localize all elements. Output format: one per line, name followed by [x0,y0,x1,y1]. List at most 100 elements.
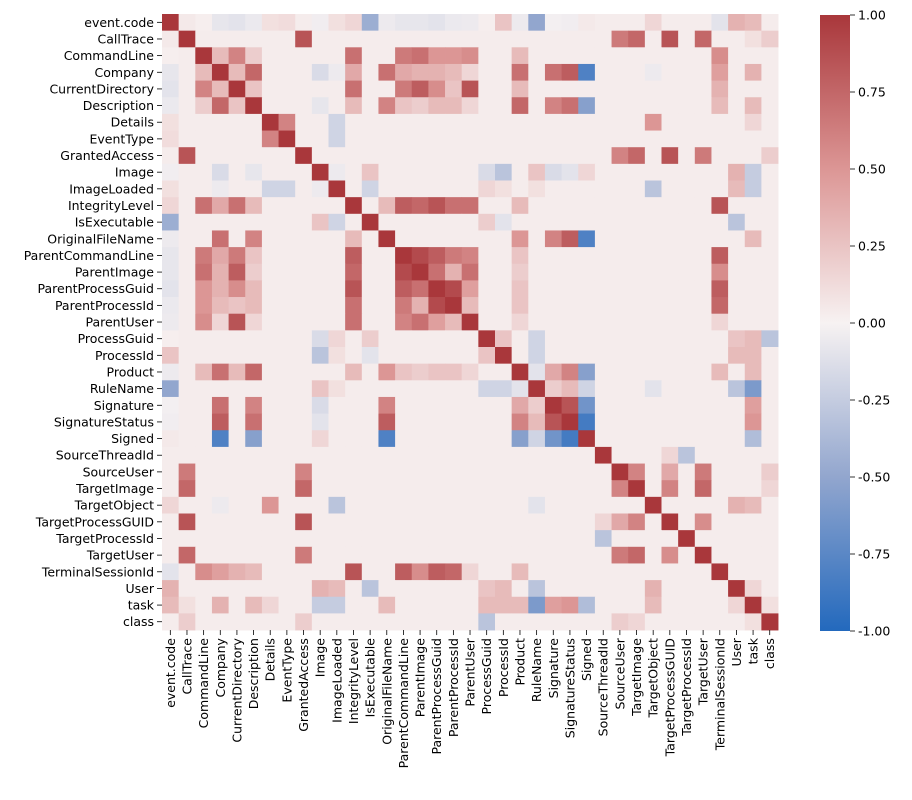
heatmap-cell-Product-Details [261,363,279,381]
heatmap-cell-ParentImage-ParentProcessGuid [428,263,446,281]
heatmap-cell-TerminalSessionId-TargetProcessId [678,563,696,581]
heatmap-cell-IsExecutable-TargetObject [644,213,662,231]
heatmap-cell-GrantedAccess-SourceThreadId [594,147,612,165]
heatmap-cell-SourceThreadId-Description [245,446,263,464]
heatmap-cell-Company-Signature [544,63,562,81]
heatmap-cell-Image-Details [261,163,279,181]
heatmap-cell-task-TargetObject [644,596,662,614]
y-tick-label: RuleName [90,381,154,396]
heatmap-cell-GrantedAccess-class [761,147,779,165]
heatmap-cell-Product-ParentUser [461,363,479,381]
heatmap-cell-RuleName-Description [245,380,263,398]
heatmap-cell-SourceThreadId-ImageLoaded [328,446,346,464]
heatmap-cell-Company-CommandLine [195,63,213,81]
heatmap-cell-Details-CurrentDirectory [228,113,246,131]
x-tick-label: TargetImage [629,638,644,717]
colorbar-tick-label: 1.00 [858,8,886,23]
heatmap-cell-EventType-IsExecutable [361,130,379,148]
heatmap-cell-ProcessId-Signed [578,347,596,365]
heatmap-cell-TargetProcessId-ParentProcessId [445,530,463,548]
heatmap-cell-ProcessId-SourceThreadId [594,347,612,365]
heatmap-cell-class-Signature [544,613,562,631]
heatmap-cell-ParentImage-ProcessGuid [478,263,496,281]
heatmap-cell-Company-RuleName [528,63,546,81]
heatmap-cell-IsExecutable-User [728,213,746,231]
heatmap-cell-event.code-ImageLoaded [328,14,346,32]
heatmap-cell-SourceUser-TargetUser [694,463,712,481]
heatmap-cell-ProcessGuid-Signed [578,330,596,348]
heatmap-cell-GrantedAccess-ParentProcessId [445,147,463,165]
heatmap-cell-TerminalSessionId-Signature [544,563,562,581]
heatmap-cell-CommandLine-TerminalSessionId [711,47,729,65]
heatmap-cell-ParentUser-OriginalFileName [378,313,396,331]
heatmap-cell-RuleName-CurrentDirectory [228,380,246,398]
heatmap-cell-class-RuleName [528,613,546,631]
heatmap-cell-TargetProcessId-TargetProcessGUID [661,530,679,548]
heatmap-cell-task-CallTrace [178,596,196,614]
heatmap-cell-SignatureStatus-CallTrace [178,413,196,431]
heatmap-cell-SourceUser-IsExecutable [361,463,379,481]
heatmap-cell-EventType-CommandLine [195,130,213,148]
heatmap-cell-TargetImage-TargetImage [628,480,646,498]
heatmap-cell-class-CallTrace [178,613,196,631]
heatmap-cell-EventType-ProcessGuid [478,130,496,148]
heatmap-cell-task-Description [245,596,263,614]
y-tick-label: Description [83,98,154,113]
heatmap-cell-OriginalFileName-ImageLoaded [328,230,346,248]
heatmap-cell-ProcessGuid-ParentImage [411,330,429,348]
heatmap-cell-ProcessGuid-TargetProcessGUID [661,330,679,348]
heatmap-cell-IsExecutable-event.code [162,213,180,231]
heatmap-cell-TargetImage-OriginalFileName [378,480,396,498]
heatmap-cell-ParentProcessId-IsExecutable [361,297,379,315]
heatmap-cell-IsExecutable-SourceUser [611,213,629,231]
heatmap-cell-SourceUser-User [728,463,746,481]
heatmap-cell-SourceThreadId-ParentProcessGuid [428,446,446,464]
heatmap-cell-TargetUser-Product [511,546,529,564]
heatmap-cell-ParentProcessId-TargetUser [694,297,712,315]
heatmap-cell-Description-CallTrace [178,97,196,115]
heatmap-cell-IntegrityLevel-ParentCommandLine [395,197,413,215]
heatmap-cell-OriginalFileName-OriginalFileName [378,230,396,248]
heatmap-cell-ParentUser-TargetImage [628,313,646,331]
y-tick-label: CallTrace [98,31,155,46]
x-tick-label: OriginalFileName [379,638,394,745]
heatmap-cell-SourceUser-Description [245,463,263,481]
heatmap-cell-TargetProcessGUID-EventType [278,513,296,531]
heatmap-cell-RuleName-SourceUser [611,380,629,398]
heatmap-cell-User-class [761,580,779,598]
heatmap-cell-TerminalSessionId-SourceUser [611,563,629,581]
heatmap-cell-TargetProcessGUID-GrantedAccess [295,513,313,531]
heatmap-cell-TargetProcessGUID-SignatureStatus [561,513,579,531]
heatmap-cell-SourceThreadId-ProcessId [495,446,513,464]
heatmap-cell-Signed-ParentUser [461,430,479,448]
heatmap-cell-SignatureStatus-ParentUser [461,413,479,431]
heatmap-cell-GrantedAccess-ProcessId [495,147,513,165]
heatmap-cell-task-CurrentDirectory [228,596,246,614]
heatmap-cell-TargetObject-Product [511,496,529,514]
heatmap-cell-IntegrityLevel-TerminalSessionId [711,197,729,215]
y-tick-label: SourceThreadId [56,448,154,463]
heatmap-cell-GrantedAccess-TargetImage [628,147,646,165]
heatmap-cell-EventType-Description [245,130,263,148]
heatmap-cell-Image-Signed [578,163,596,181]
heatmap-cell-IsExecutable-ImageLoaded [328,213,346,231]
heatmap-cell-RuleName-Signed [578,380,596,398]
heatmap-cell-ProcessGuid-ProcessGuid [478,330,496,348]
heatmap-cell-IntegrityLevel-Product [511,197,529,215]
heatmap-cell-User-task [744,580,762,598]
heatmap-cell-TargetProcessId-ParentImage [411,530,429,548]
heatmap-cell-TargetProcessId-EventType [278,530,296,548]
heatmap-cell-EventType-event.code [162,130,180,148]
heatmap-cell-CommandLine-IntegrityLevel [345,47,363,65]
heatmap-cell-TargetImage-SignatureStatus [561,480,579,498]
heatmap-cell-ImageLoaded-IntegrityLevel [345,180,363,198]
heatmap-cell-TargetImage-User [728,480,746,498]
heatmap-cell-OriginalFileName-ParentUser [461,230,479,248]
heatmap-cell-Details-ImageLoaded [328,113,346,131]
heatmap-cell-EventType-GrantedAccess [295,130,313,148]
heatmap-cell-ParentImage-ProcessId [495,263,513,281]
heatmap-cell-TargetImage-TargetObject [644,480,662,498]
heatmap-cell-TargetUser-GrantedAccess [295,546,313,564]
heatmap-cell-GrantedAccess-Signature [544,147,562,165]
heatmap-cell-Description-TargetImage [628,97,646,115]
